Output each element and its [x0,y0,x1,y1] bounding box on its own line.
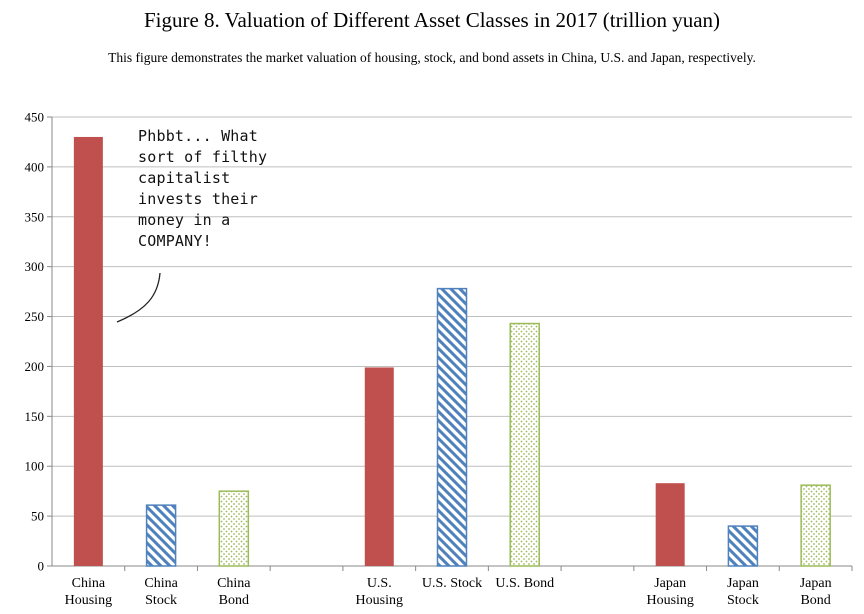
handwritten-annotation: Phbbt... What sort of filthy capitalist … [138,127,268,250]
x-category-label: Japan [800,576,832,591]
y-tick-label: 400 [25,159,45,174]
y-tick-label: 50 [31,509,44,524]
bar-housing [364,367,394,566]
bar-stock [727,525,759,567]
x-category-label: Japan [654,576,686,591]
y-tick-label: 250 [25,309,45,324]
bar-stock [436,287,468,567]
bars [73,136,831,567]
y-tick-label: 200 [25,359,45,374]
x-category-label: Stock [727,593,759,608]
y-tick-label: 100 [25,459,45,474]
y-tick-label: 150 [25,409,45,424]
chart-title: Figure 8. Valuation of Different Asset C… [143,8,721,32]
annotation-arrow [116,272,161,323]
x-category-label: Bond [219,593,249,608]
bar-housing [73,136,103,566]
x-category-label: U.S. [367,576,392,591]
x-axis-labels: China Housing China Stock China Bond U.S. Housi… [65,566,853,608]
y-tick-label: 300 [25,259,45,274]
x-category-label: Housing [65,593,112,608]
x-category-label: Housing [646,593,693,608]
y-tick-label: 0 [38,559,45,574]
bar-stock [145,504,177,567]
chart-subtitle: This figure demonstrates the market valu… [108,50,756,65]
bar-bond [509,322,540,567]
y-tick-label: 450 [25,110,45,125]
y-tick-label: 350 [25,209,45,224]
x-category-label: Bond [800,593,830,608]
x-category-label: Stock [145,593,177,608]
bar-bond [800,484,831,567]
x-category-label: Japan [727,576,759,591]
bar-housing [655,483,685,566]
x-category-label: China [144,576,178,591]
x-category-label: China [217,576,251,591]
x-category-label: U.S. Stock [422,576,482,591]
x-category-label: Housing [356,593,403,608]
y-axis-ticks: 0 50 100 150 200 250 300 350 400 450 [25,110,53,574]
x-category-label: China [72,576,106,591]
bar-bond [218,490,250,567]
x-category-label: U.S. Bond [495,576,554,591]
